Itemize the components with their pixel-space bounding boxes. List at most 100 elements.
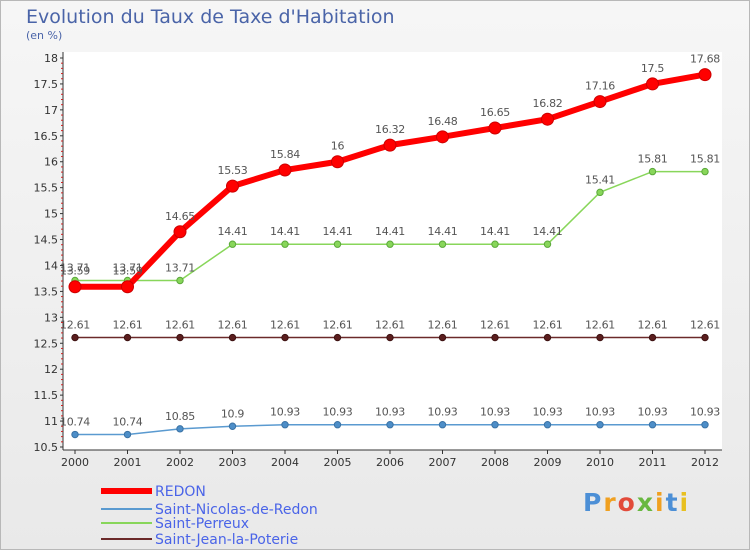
y-tick-label: 11	[44, 415, 58, 428]
data-label: 12.61	[638, 319, 668, 332]
data-point	[646, 77, 659, 91]
data-point	[596, 420, 604, 429]
data-label: 12.61	[690, 319, 720, 332]
data-label: 10.93	[323, 406, 353, 419]
data-point	[123, 333, 132, 342]
data-point	[281, 240, 289, 248]
data-point	[333, 420, 342, 429]
logo-letter: x	[636, 488, 655, 517]
data-point	[593, 95, 607, 109]
data-point	[648, 333, 657, 342]
data-point	[281, 333, 289, 342]
data-label: 12.61	[270, 319, 300, 332]
data-label: 12.61	[585, 319, 615, 332]
data-label: 10.93	[533, 406, 563, 419]
x-tick-label: 2001	[114, 456, 142, 469]
data-label: 14.41	[218, 225, 248, 238]
data-point	[701, 420, 709, 429]
data-point	[541, 112, 554, 126]
data-label: 16.32	[375, 123, 405, 136]
data-point	[281, 420, 289, 429]
data-label: 14.41	[480, 225, 510, 238]
data-point	[386, 240, 394, 248]
data-label: 12.61	[428, 319, 458, 332]
data-point	[176, 276, 184, 285]
data-label: 17.68	[690, 53, 720, 66]
data-point	[228, 422, 237, 430]
y-tick-label: 13.5	[34, 285, 59, 298]
y-tick-label: 17	[44, 104, 58, 117]
data-label: 13.59	[60, 265, 90, 278]
x-tick-label: 2002	[166, 456, 194, 469]
data-label: 13.71	[165, 262, 195, 275]
logo-letter: P	[583, 488, 604, 517]
data-label: 12.61	[533, 319, 563, 332]
x-tick-label: 2004	[271, 456, 299, 469]
data-point	[278, 163, 292, 177]
data-point	[176, 425, 184, 433]
chart-subtitle: (en %)	[26, 29, 63, 42]
data-label: 12.61	[60, 319, 90, 332]
x-tick-label: 2000	[61, 456, 89, 469]
data-label: 12.61	[165, 319, 195, 332]
y-tick-label: 15.5	[34, 182, 59, 195]
data-label: 14.41	[428, 225, 458, 238]
y-tick-label: 14	[44, 259, 58, 272]
data-point	[386, 333, 394, 342]
data-label: 14.65	[165, 210, 195, 223]
data-label: 14.41	[323, 225, 353, 238]
data-label: 10.85	[165, 410, 195, 423]
plot-area	[63, 52, 722, 450]
data-point	[648, 420, 657, 429]
data-point	[71, 430, 79, 439]
data-label: 15.53	[218, 164, 248, 177]
data-point	[701, 167, 709, 176]
y-tick-label: 17.5	[34, 78, 59, 91]
y-tick-label: 15	[44, 208, 58, 221]
proxiti-logo: Proxiti	[583, 488, 690, 517]
data-label: 16.48	[428, 115, 458, 128]
data-label: 10.74	[60, 416, 90, 429]
data-point	[438, 240, 447, 248]
data-label: 10.93	[428, 406, 458, 419]
data-point	[488, 121, 502, 135]
data-point	[543, 420, 552, 429]
legend-label: Saint-Perreux	[155, 516, 249, 532]
data-label: 10.74	[113, 416, 143, 429]
y-tick-label: 16.5	[34, 130, 59, 143]
x-tick-label: 2008	[481, 456, 509, 469]
data-point	[491, 420, 499, 429]
data-point	[596, 333, 604, 342]
data-point	[438, 420, 447, 429]
data-point	[543, 333, 552, 342]
legend-label: REDON	[155, 484, 206, 500]
data-label: 16	[331, 140, 345, 153]
data-point	[648, 167, 657, 176]
data-label: 10.93	[638, 406, 668, 419]
data-point	[383, 138, 397, 152]
data-label: 17.16	[585, 80, 615, 93]
data-point	[68, 280, 82, 294]
data-point	[333, 333, 342, 342]
data-point	[333, 240, 342, 248]
logo-letter: i	[679, 488, 691, 517]
data-point	[121, 280, 134, 294]
data-label: 14.41	[533, 225, 563, 238]
legend-label: Saint-Nicolas-de-Redon	[155, 502, 318, 518]
data-label: 13.71	[60, 262, 90, 275]
data-point	[228, 240, 237, 248]
data-point	[543, 240, 552, 248]
x-tick-label: 2010	[586, 456, 614, 469]
y-tick-label: 12	[44, 363, 58, 376]
data-label: 12.61	[480, 319, 510, 332]
data-label: 10.93	[585, 406, 615, 419]
y-tick-label: 12.5	[34, 337, 59, 350]
data-point	[123, 430, 132, 439]
data-point	[596, 188, 604, 197]
x-tick-label: 2005	[324, 456, 352, 469]
data-point	[701, 333, 709, 342]
data-point	[386, 420, 394, 429]
x-tick-label: 2003	[219, 456, 247, 469]
data-label: 12.61	[218, 319, 248, 332]
data-label: 10.93	[480, 406, 510, 419]
